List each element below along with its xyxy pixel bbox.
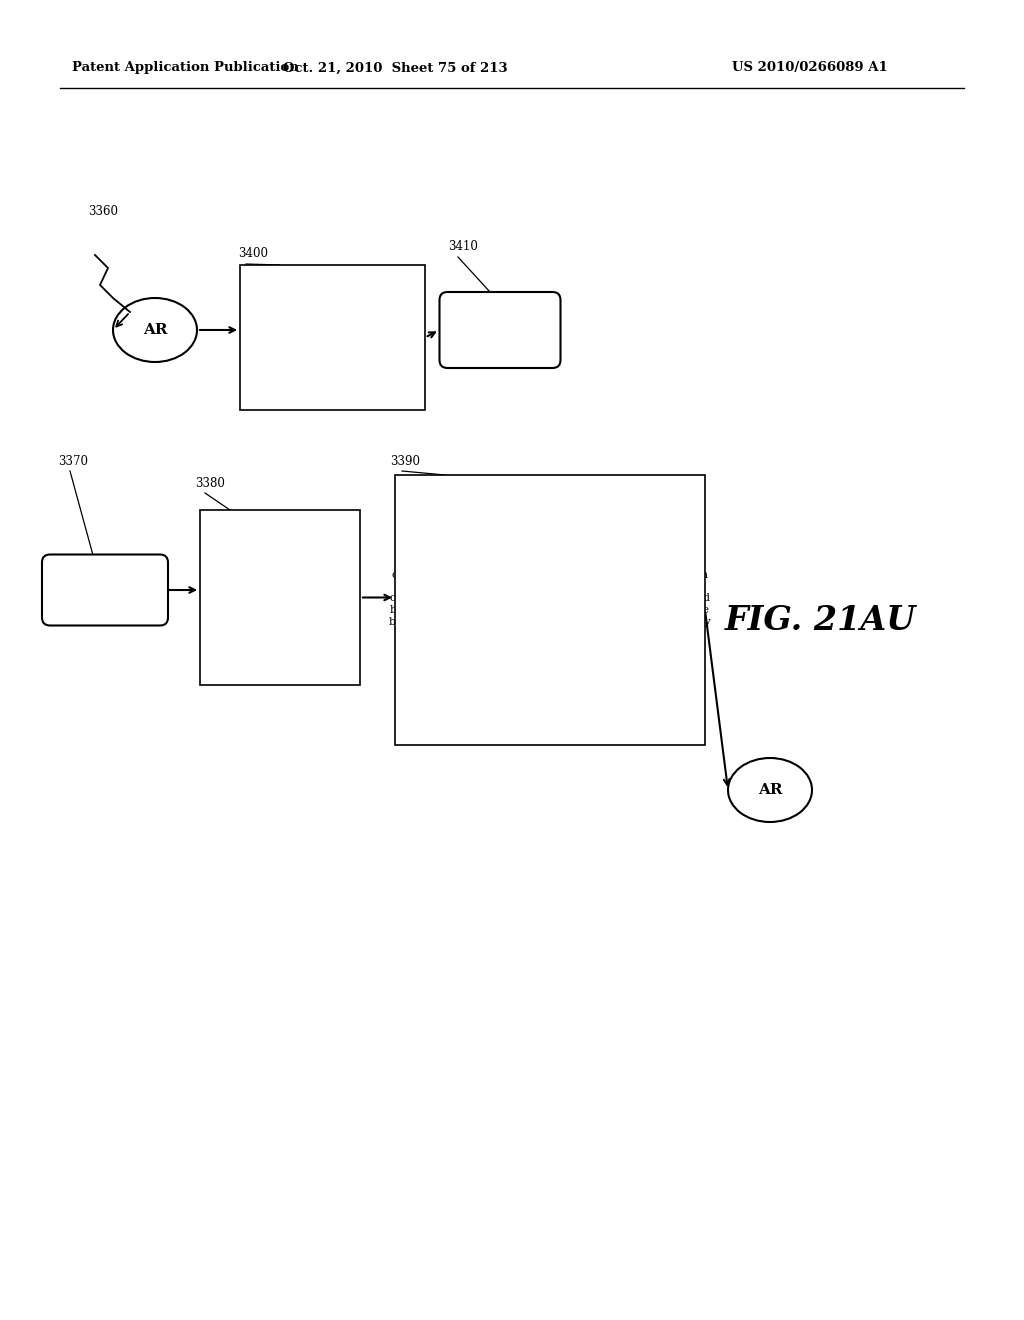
Text: 3380: 3380 — [195, 477, 225, 490]
Text: AR: AR — [758, 783, 782, 797]
FancyBboxPatch shape — [200, 510, 360, 685]
Text: Couple a control unit to the
fluid control subassembly
to control operation of t: Couple a control unit to the fluid contr… — [250, 309, 415, 367]
Text: Patent Application Publication: Patent Application Publication — [72, 62, 299, 74]
Text: 3410: 3410 — [449, 240, 478, 253]
Text: 3390: 3390 — [390, 455, 420, 469]
FancyBboxPatch shape — [439, 292, 560, 368]
FancyBboxPatch shape — [240, 265, 425, 411]
Text: Oct. 21, 2010  Sheet 75 of 213: Oct. 21, 2010 Sheet 75 of 213 — [283, 62, 507, 74]
FancyBboxPatch shape — [42, 554, 168, 626]
Text: 3370: 3370 — [58, 455, 88, 469]
FancyBboxPatch shape — [395, 475, 705, 744]
Text: AR: AR — [142, 323, 167, 337]
Text: 3360: 3360 — [88, 205, 118, 218]
Text: Provide an enclosure to
enclose a heat-generating
nuclear fuel body therein,
the: Provide an enclosure to enclose a heat-g… — [207, 557, 353, 638]
Text: 3400: 3400 — [238, 247, 268, 260]
Text: FIG. 21AU: FIG. 21AU — [724, 603, 915, 636]
Text: Couple a fluid control subassembly to the enclosure to
control removal of at lea: Couple a fluid control subassembly to th… — [389, 558, 711, 661]
Text: US 2010/0266089 A1: US 2010/0266089 A1 — [732, 62, 888, 74]
Text: START: START — [77, 583, 133, 597]
Text: STOP: STOP — [476, 323, 523, 337]
